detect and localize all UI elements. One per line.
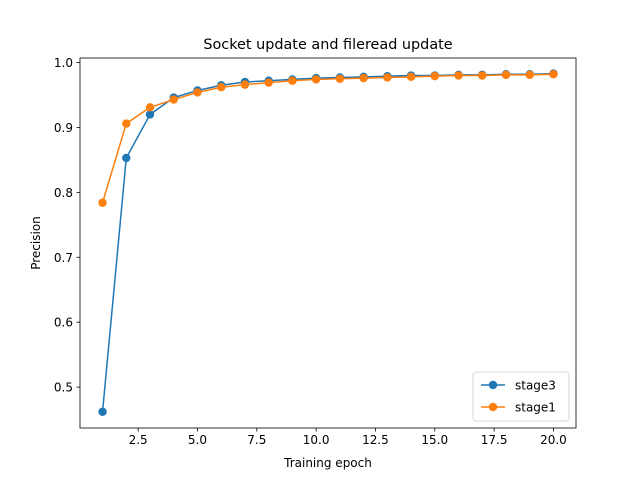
plot-area (79, 57, 577, 429)
data-point-stage1 (335, 74, 345, 83)
data-point-stage1 (240, 80, 250, 89)
y-tick-label: 0.6 (54, 316, 73, 330)
x-tick-label: 7.5 (247, 433, 266, 447)
data-point-stage1 (454, 71, 463, 80)
series-layer (98, 69, 558, 416)
data-point-stage1 (478, 71, 487, 80)
legend-item-stage1: stage1 (481, 401, 556, 415)
y-tick-label: 0.7 (54, 251, 73, 265)
data-point-stage1 (169, 95, 178, 104)
legend-label: stage1 (515, 401, 556, 415)
data-point-stage3 (122, 153, 131, 163)
data-point-stage1 (549, 70, 558, 79)
legend: stage3 stage1 (472, 371, 570, 422)
x-tick-label: 15.0 (421, 433, 448, 447)
data-point-stage1 (359, 73, 368, 83)
data-point-stage1 (145, 103, 155, 112)
x-tick-label: 12.5 (362, 433, 389, 447)
legend-marker (488, 380, 498, 390)
plot-frame (79, 57, 577, 429)
y-tick-label: 0.8 (54, 186, 73, 200)
x-axis-label: Training epoch (283, 456, 372, 470)
data-point-stage3 (98, 407, 107, 416)
x-axis: 2.5 5.0 7.5 10.0 12.5 15.0 17.5 20.0 (129, 428, 567, 447)
data-point-stage1 (193, 88, 202, 97)
data-point-stage1 (98, 198, 107, 207)
data-point-stage1 (217, 83, 226, 92)
x-tick-label: 5.0 (188, 433, 207, 447)
series-stage1 (98, 70, 558, 207)
y-axis-label: Precision (29, 216, 43, 270)
y-tick-label: 0.9 (54, 121, 73, 135)
data-point-stage1 (288, 76, 297, 85)
data-point-stage1 (430, 71, 439, 81)
chart-title: Socket update and fileread update (203, 37, 452, 53)
data-point-stage1 (264, 78, 273, 87)
legend-item-stage3: stage3 (481, 379, 556, 393)
data-point-stage1 (383, 73, 392, 82)
data-point-stage1 (501, 70, 511, 80)
data-point-stage1 (525, 70, 534, 80)
y-tick-label: 0.5 (54, 381, 73, 395)
data-point-stage3 (145, 110, 155, 119)
data-point-stage1 (122, 119, 131, 128)
y-tick-label: 1.0 (54, 56, 73, 70)
y-axis: 0.5 0.6 0.7 0.8 0.9 1.0 (54, 56, 80, 395)
data-point-stage1 (311, 75, 321, 84)
legend-label: stage3 (515, 379, 556, 393)
x-tick-label: 17.5 (481, 433, 508, 447)
x-tick-label: 2.5 (129, 433, 148, 447)
data-point-stage1 (406, 72, 416, 82)
legend-marker (488, 402, 498, 412)
x-tick-label: 10.0 (303, 433, 330, 447)
x-tick-label: 20.0 (540, 433, 567, 447)
